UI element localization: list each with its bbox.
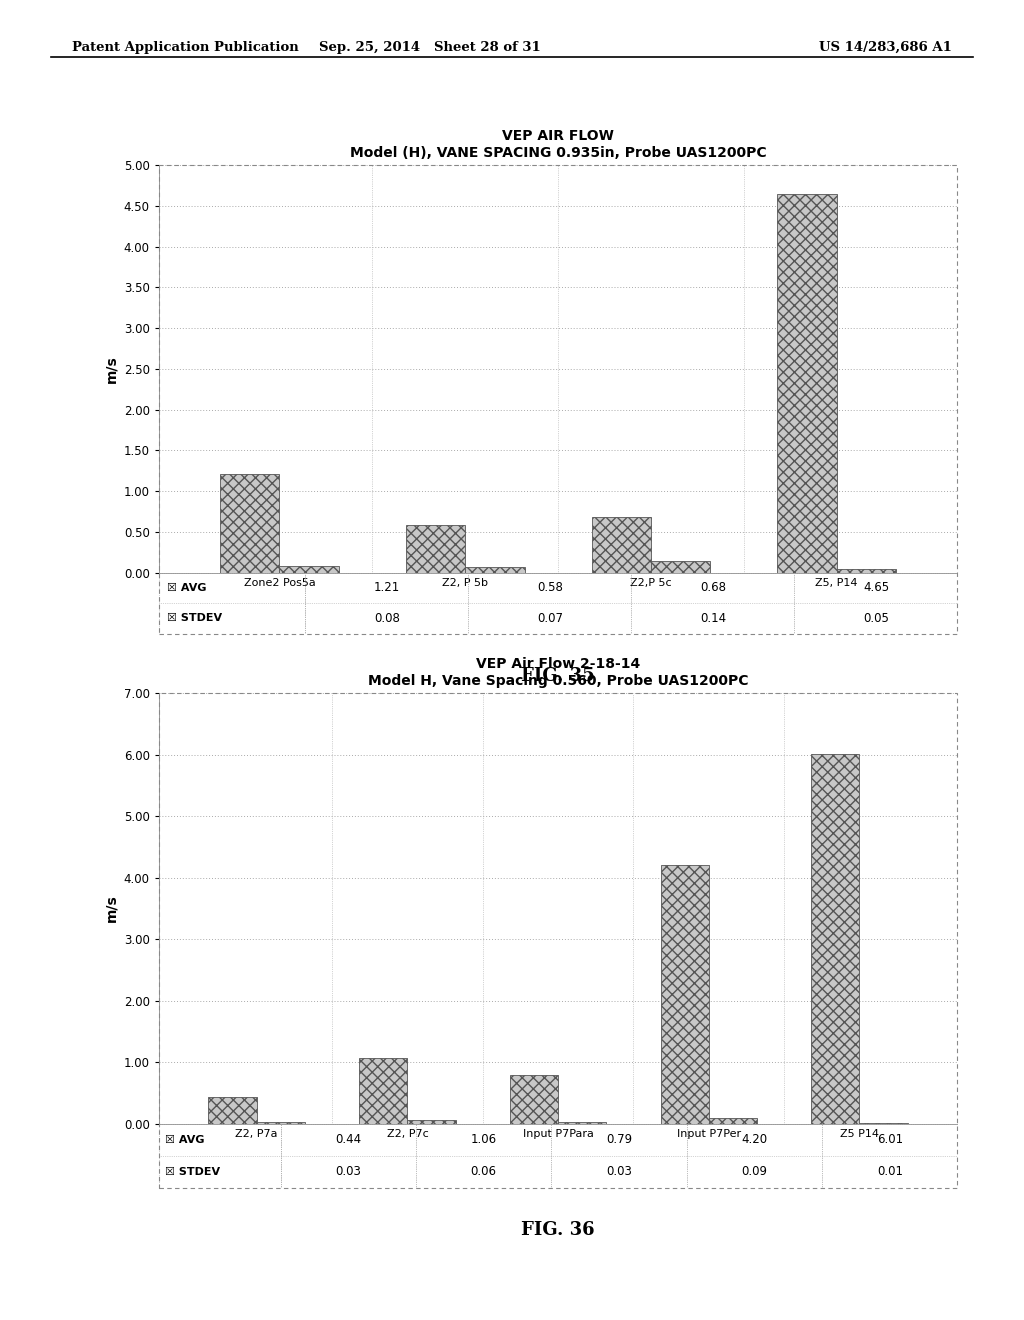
Text: FIG. 35: FIG. 35 — [521, 667, 595, 685]
Text: 0.58: 0.58 — [537, 581, 563, 594]
Bar — [777, 194, 837, 573]
Bar — [465, 568, 524, 573]
Text: ☒ STDEV: ☒ STDEV — [167, 614, 222, 623]
Text: 0.07: 0.07 — [537, 612, 563, 624]
Bar — [651, 561, 711, 573]
Bar — [592, 517, 651, 573]
Text: 4.20: 4.20 — [741, 1134, 767, 1146]
Title: VEP AIR FLOW
Model (H), VANE SPACING 0.935in, Probe UAS1200PC: VEP AIR FLOW Model (H), VANE SPACING 0.9… — [350, 129, 766, 160]
Text: 0.08: 0.08 — [374, 612, 399, 624]
Bar — [359, 1059, 408, 1123]
Text: US 14/283,686 A1: US 14/283,686 A1 — [819, 41, 952, 54]
Bar — [660, 866, 709, 1123]
Text: 4.65: 4.65 — [863, 581, 889, 594]
Bar — [209, 1097, 257, 1123]
Text: ☒ AVG: ☒ AVG — [167, 583, 207, 593]
Bar — [408, 1119, 456, 1123]
Bar — [510, 1074, 558, 1123]
Bar — [406, 525, 465, 573]
Bar — [837, 569, 896, 573]
Text: ☒ STDEV: ☒ STDEV — [166, 1167, 220, 1177]
Text: Sep. 25, 2014   Sheet 28 of 31: Sep. 25, 2014 Sheet 28 of 31 — [319, 41, 541, 54]
Text: FIG. 36: FIG. 36 — [521, 1221, 595, 1239]
Bar — [709, 1118, 757, 1123]
Bar — [257, 1122, 305, 1123]
Text: 6.01: 6.01 — [877, 1134, 903, 1146]
Y-axis label: m/s: m/s — [104, 355, 118, 383]
Bar — [558, 1122, 606, 1123]
Title: VEP Air Flow 2-18-14
Model H, Vane Spacing 0.560, Probe UAS1200PC: VEP Air Flow 2-18-14 Model H, Vane Spaci… — [368, 657, 749, 688]
Text: 0.09: 0.09 — [741, 1166, 767, 1179]
Text: 1.21: 1.21 — [374, 581, 400, 594]
Text: 0.05: 0.05 — [863, 612, 889, 624]
Text: 0.03: 0.03 — [606, 1166, 632, 1179]
Text: 0.06: 0.06 — [471, 1166, 497, 1179]
Text: 0.03: 0.03 — [335, 1166, 361, 1179]
Text: ☒ AVG: ☒ AVG — [166, 1135, 205, 1144]
Text: 0.79: 0.79 — [606, 1134, 632, 1146]
Bar — [280, 566, 339, 573]
Text: 1.06: 1.06 — [471, 1134, 497, 1146]
Text: Patent Application Publication: Patent Application Publication — [72, 41, 298, 54]
Text: 0.44: 0.44 — [335, 1134, 361, 1146]
Text: 0.68: 0.68 — [700, 581, 726, 594]
Bar — [220, 474, 280, 573]
Bar — [811, 754, 859, 1123]
Y-axis label: m/s: m/s — [104, 895, 118, 923]
Text: 0.01: 0.01 — [877, 1166, 903, 1179]
Text: 0.14: 0.14 — [699, 612, 726, 624]
